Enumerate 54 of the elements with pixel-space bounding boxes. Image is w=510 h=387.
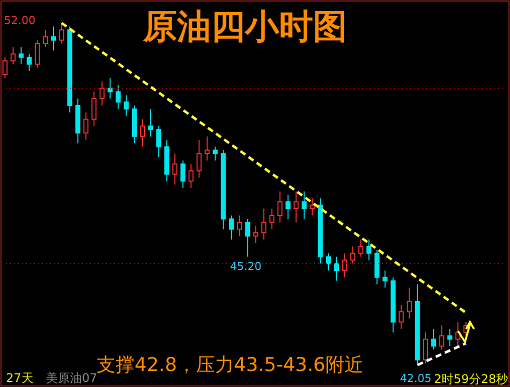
candlestick [286, 194, 291, 220]
candlestick [59, 23, 64, 44]
candlestick [439, 324, 444, 350]
candlestick [212, 146, 218, 161]
candlestick [196, 139, 202, 178]
candlestick [172, 153, 178, 186]
candlestick [18, 46, 24, 65]
candlestick [431, 328, 436, 350]
candlestick [277, 190, 282, 223]
candlestick [350, 246, 356, 264]
candlestick [310, 198, 315, 216]
candlestick [447, 328, 452, 347]
text: 42.05 [400, 372, 432, 385]
annotation: 支撑42.8，压力43.5-43.6附近 [96, 354, 364, 376]
candlestick [10, 46, 16, 65]
candlestick [366, 239, 372, 261]
candlestick [204, 136, 210, 161]
candlestick [140, 118, 145, 148]
candlestick [382, 270, 388, 288]
candlestick [334, 256, 340, 282]
candlestick [261, 208, 266, 240]
text: 美原油07 [46, 371, 98, 387]
candlestick [302, 190, 307, 220]
candlestick [228, 214, 234, 240]
candlestick [148, 108, 154, 137]
candlestick [124, 94, 129, 116]
candlestick [253, 225, 258, 244]
candlestick [237, 214, 242, 237]
annotation: 52.00 [4, 14, 36, 27]
candlestick [294, 190, 299, 223]
candlestick [188, 163, 194, 188]
candlestick [398, 304, 404, 330]
candlestick [156, 126, 162, 158]
annotation: 45.20 [230, 260, 262, 273]
candlestick [326, 252, 331, 271]
candlestick [245, 218, 250, 258]
candlestick [2, 56, 8, 78]
candlestick [91, 91, 96, 127]
candlestick [423, 332, 428, 364]
candlestick [358, 239, 364, 258]
text: 2时59分28秒 [434, 371, 508, 387]
candlestick [406, 287, 412, 320]
candlestick [34, 40, 40, 68]
candlestick [269, 208, 274, 230]
candlestick [116, 84, 121, 110]
candlestick [83, 112, 88, 140]
chart-title: 原油四小时图 [142, 6, 348, 49]
candlestick [100, 80, 105, 106]
candlestick [180, 160, 186, 188]
candlestick [26, 53, 32, 72]
text: 27天 [6, 370, 34, 387]
candlestick [42, 29, 48, 48]
candlestick [342, 252, 348, 278]
candlestick [51, 26, 56, 51]
